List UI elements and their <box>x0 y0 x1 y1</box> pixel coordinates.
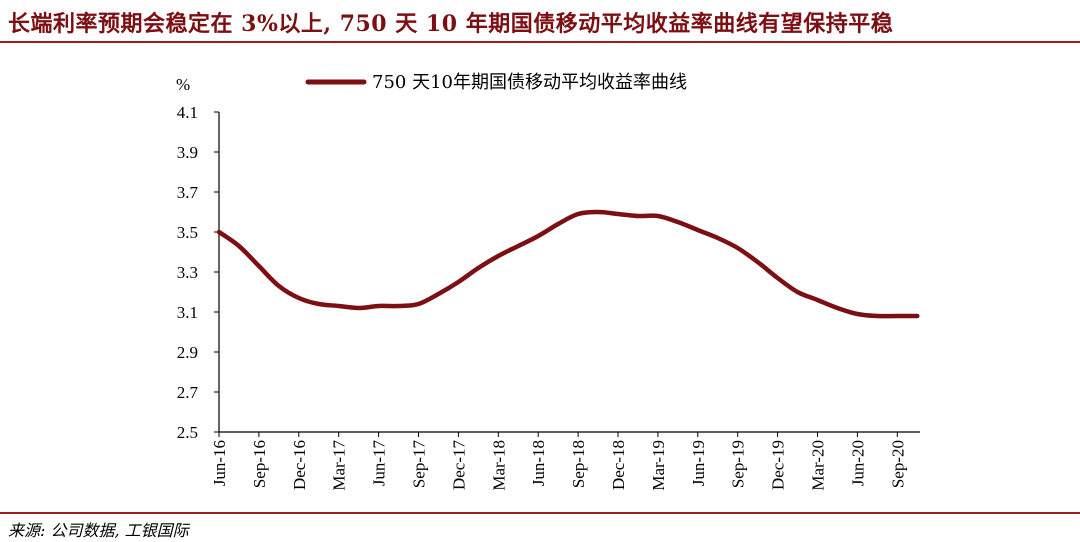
y-tick-label: 3.1 <box>177 303 198 322</box>
x-tick-label: Dec-19 <box>769 440 788 490</box>
chart-title: 长端利率预期会稳定在 3%以上, 750 天 10 年期国债移动平均收益率曲线有… <box>8 11 894 37</box>
x-tick-label: Mar-20 <box>809 440 828 491</box>
y-tick-label: 2.7 <box>177 383 199 402</box>
y-tick-label: 2.5 <box>177 423 198 442</box>
x-tick-label: Sep-16 <box>250 440 269 488</box>
x-tick-label: Dec-18 <box>609 440 628 490</box>
footer-rule <box>0 512 1080 514</box>
y-tick-label: 3.3 <box>177 263 198 282</box>
y-tick-label: 2.9 <box>177 343 198 362</box>
y-tick-label: 3.5 <box>177 223 198 242</box>
y-tick-label: 3.7 <box>177 183 199 202</box>
title-rule <box>0 41 1080 43</box>
x-tick-label: Dec-16 <box>290 440 309 490</box>
series-line <box>216 209 920 319</box>
y-tick-label: 4.1 <box>177 103 198 122</box>
x-tick-label: Jun-17 <box>370 440 389 487</box>
x-tick-label: Mar-17 <box>330 440 349 491</box>
x-tick-label: Sep-20 <box>888 440 907 488</box>
x-tick-label: Sep-18 <box>569 440 588 488</box>
x-tick-label: Mar-19 <box>649 440 668 491</box>
x-tick-label: Jun-16 <box>210 440 229 486</box>
y-axis-unit: % <box>176 75 190 94</box>
source-note: 来源: 公司数据, 工银国际 <box>8 521 189 540</box>
x-tick-label: Dec-17 <box>449 440 468 491</box>
chart-area: % 4.1 3.9 3.7 3.5 3.3 3.1 2.9 2.7 2.5 Jun-16 Sep-16… <box>176 72 920 491</box>
x-tick-label: Jun-18 <box>529 440 548 486</box>
x-tick-label: Sep-17 <box>410 440 429 489</box>
legend-label: 750 天10年期国债移动平均收益率曲线 <box>372 72 687 93</box>
x-tick-label: Sep-19 <box>729 440 748 488</box>
x-tick-label: Mar-18 <box>489 440 508 491</box>
x-tick-label: Jun-19 <box>689 440 708 486</box>
y-tick-label: 3.9 <box>177 143 198 162</box>
x-tick-label: Jun-20 <box>848 440 867 486</box>
